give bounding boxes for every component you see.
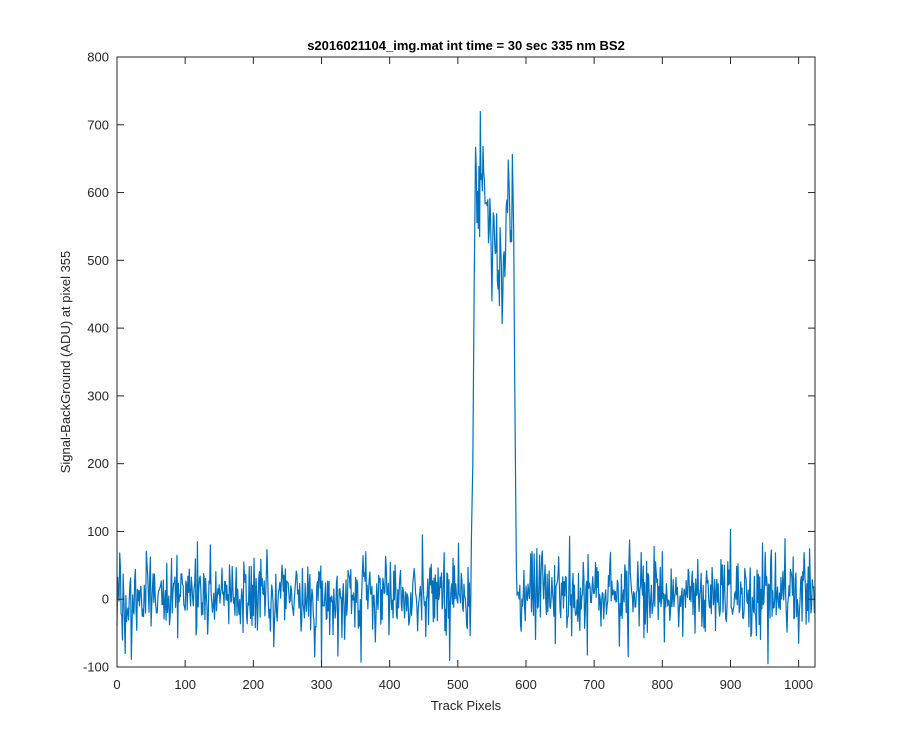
y-axis-label: Signal-BackGround (ADU) at pixel 355 [58,251,73,474]
labels: s2016021104_img.mat int time = 30 sec 33… [58,38,625,713]
x-tick-label: 300 [311,677,333,692]
y-tick-label: 700 [87,117,109,132]
x-tick-label: 500 [447,677,469,692]
x-tick-label: 100 [174,677,196,692]
x-tick-label: 0 [113,677,120,692]
data-layer [116,110,816,665]
plot-area [117,57,815,667]
chart-title: s2016021104_img.mat int time = 30 sec 33… [307,38,625,53]
y-tick-label: 600 [87,185,109,200]
x-tick-label: 800 [651,677,673,692]
y-tick-label: 100 [87,524,109,539]
x-tick-label: 200 [242,677,264,692]
x-tick-label: 600 [515,677,537,692]
x-tick-label: 400 [379,677,401,692]
x-tick-label: 900 [720,677,742,692]
series-line-0 [116,110,816,665]
x-tick-label: 1000 [784,677,813,692]
y-tick-label: 200 [87,456,109,471]
y-tick-label: 0 [102,592,109,607]
axes-box [116,56,816,668]
y-tick-label: -100 [83,660,109,675]
x-tick-label: 700 [583,677,605,692]
y-tick-label: 500 [87,253,109,268]
y-tick-label: 800 [87,50,109,65]
y-tick-label: 300 [87,388,109,403]
x-axis-label: Track Pixels [431,698,502,713]
y-tick-label: 400 [87,321,109,336]
axes: 0 100 200 300 400 500 600 700 800 900 1000 -100 0 100… [83,50,816,692]
